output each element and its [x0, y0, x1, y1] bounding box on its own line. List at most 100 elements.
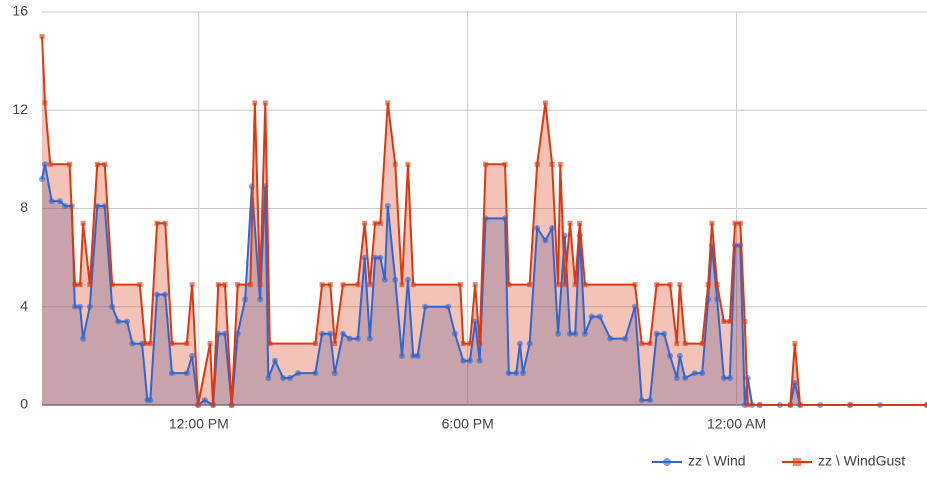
marker — [410, 282, 416, 288]
marker — [377, 254, 384, 261]
marker — [41, 161, 48, 168]
marker — [502, 161, 508, 167]
marker — [339, 330, 346, 337]
marker — [542, 100, 548, 106]
marker — [477, 341, 483, 347]
marker — [195, 402, 201, 408]
marker — [327, 282, 333, 288]
marker — [48, 198, 55, 205]
x-tick-label: 6:00 PM — [442, 416, 494, 432]
marker — [699, 370, 706, 377]
marker — [168, 370, 175, 377]
marker — [86, 303, 93, 310]
marker — [272, 357, 279, 364]
marker — [147, 341, 153, 347]
marker — [162, 291, 169, 298]
marker — [331, 370, 338, 377]
marker — [673, 374, 680, 381]
marker — [147, 397, 154, 404]
marker — [207, 341, 213, 347]
marker — [422, 303, 429, 310]
marker — [483, 161, 489, 167]
x-tick-label: 12:00 AM — [707, 416, 766, 432]
marker — [399, 282, 405, 288]
marker — [42, 100, 48, 106]
marker — [355, 282, 361, 288]
marker — [262, 100, 268, 106]
marker — [791, 379, 798, 386]
marker — [327, 330, 334, 337]
marker — [102, 161, 108, 167]
marker — [457, 282, 463, 288]
marker — [366, 335, 373, 342]
marker — [534, 161, 540, 167]
marker — [654, 282, 660, 288]
marker — [682, 374, 689, 381]
marker — [72, 282, 78, 288]
marker — [115, 318, 122, 325]
marker — [452, 330, 458, 337]
marker — [124, 318, 131, 325]
marker — [549, 161, 555, 167]
marker — [596, 313, 603, 320]
marker — [691, 370, 698, 377]
marker — [572, 282, 578, 288]
marker — [567, 220, 573, 226]
marker — [87, 282, 93, 288]
marker — [639, 341, 645, 347]
marker — [384, 203, 391, 210]
marker — [476, 357, 483, 364]
marker — [460, 357, 467, 364]
marker — [607, 335, 614, 342]
legend-label: zz \ WindGust — [818, 453, 905, 469]
marker — [460, 341, 466, 347]
marker — [505, 370, 512, 377]
marker — [129, 340, 136, 347]
marker — [154, 220, 160, 226]
marker — [80, 335, 87, 342]
marker — [472, 318, 479, 325]
marker — [404, 276, 411, 283]
marker — [39, 34, 45, 40]
marker — [577, 220, 583, 226]
marker — [677, 282, 683, 288]
marker — [555, 282, 561, 288]
marker — [714, 282, 720, 288]
marker — [924, 402, 927, 408]
marker — [295, 370, 302, 377]
marker — [109, 282, 115, 288]
marker — [720, 374, 727, 381]
marker — [142, 341, 148, 347]
marker — [549, 225, 556, 232]
marker — [705, 282, 711, 288]
marker — [381, 276, 388, 283]
marker — [472, 282, 478, 288]
marker — [280, 374, 287, 381]
marker — [319, 282, 325, 288]
marker — [506, 282, 512, 288]
marker — [265, 374, 272, 381]
marker — [222, 282, 228, 288]
legend-marker — [793, 458, 801, 466]
marker — [653, 330, 660, 337]
y-tick-label: 8 — [20, 199, 28, 215]
marker — [797, 402, 803, 408]
marker — [742, 318, 748, 324]
marker — [312, 341, 318, 347]
marker — [647, 341, 653, 347]
marker — [726, 374, 733, 381]
marker — [162, 220, 168, 226]
marker — [154, 291, 161, 298]
marker — [732, 220, 738, 226]
marker — [787, 402, 793, 408]
marker — [286, 374, 293, 381]
marker — [445, 303, 452, 310]
marker — [682, 341, 688, 347]
marker — [319, 330, 326, 337]
marker — [242, 296, 249, 303]
marker — [39, 176, 45, 183]
marker — [215, 282, 221, 288]
y-tick-label: 0 — [20, 396, 28, 412]
marker — [71, 303, 78, 310]
marker — [372, 254, 379, 261]
